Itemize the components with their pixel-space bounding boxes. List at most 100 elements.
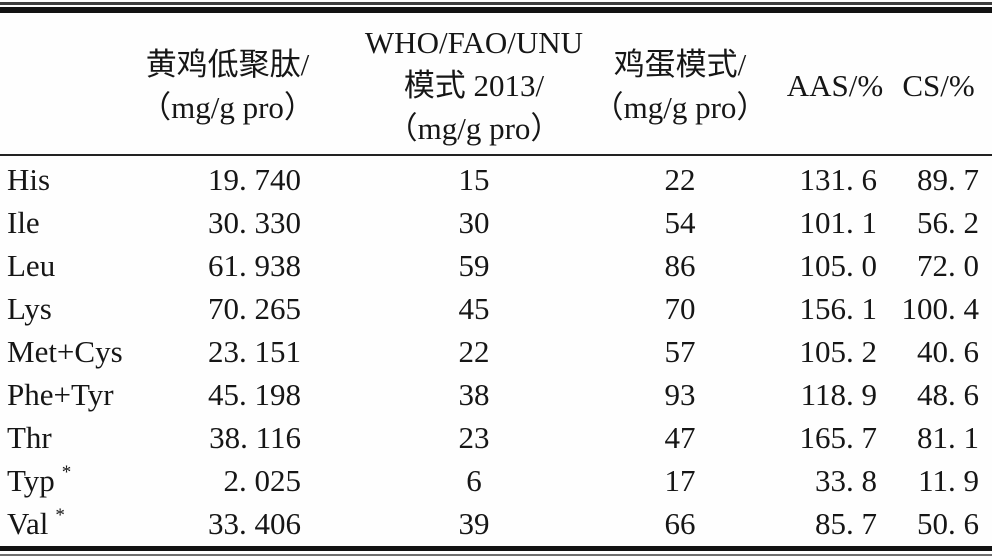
- header-line: WHO/FAO/UNU: [364, 25, 584, 60]
- cell-amino-acid: Leu: [0, 244, 130, 287]
- column-header-who-fao-unu: WHO/FAO/UNU 模式 2013/ （mg/g pro）: [325, 13, 583, 158]
- table-row: Val * 33. 406 39 66 85. 7 50. 6: [0, 502, 992, 545]
- cell-cs: 72. 0: [917, 247, 979, 283]
- who-value: 59: [458, 247, 490, 283]
- cell-peptide: 45. 198: [208, 376, 301, 412]
- cell-who: 6: [325, 459, 575, 502]
- amino-acid-label: Leu: [7, 247, 56, 283]
- cell-amino-acid: Ile: [0, 201, 130, 244]
- cell-who: 22: [325, 330, 575, 373]
- who-value: 23: [458, 419, 490, 455]
- cell-peptide: 33. 406: [208, 505, 301, 541]
- cell-amino-acid: Thr: [0, 416, 130, 459]
- table-row: Met+Cys 23. 151 22 57 105. 2 40. 6: [0, 330, 992, 373]
- cell-who: 15: [325, 158, 575, 201]
- amino-acid-label: Typ: [7, 462, 55, 498]
- cell-amino-acid: Met+Cys: [0, 330, 130, 373]
- amino-acid-label: Val: [7, 505, 49, 541]
- who-value: 45: [458, 290, 490, 326]
- top-rule-thin: [0, 2, 992, 5]
- column-header-peptide: 黄鸡低聚肽/ （mg/g pro）: [130, 13, 325, 158]
- footnote-asterisk: *: [61, 461, 72, 483]
- cell-who: 38: [325, 373, 575, 416]
- who-value: 30: [458, 204, 490, 240]
- column-header-egg-pattern: 鸡蛋模式/ （mg/g pro）: [575, 13, 785, 158]
- who-value: 15: [458, 161, 490, 197]
- header-lines: WHO/FAO/UNU 模式 2013/ （mg/g pro）: [349, 21, 599, 150]
- cell-aas: 165. 7: [799, 419, 878, 455]
- cell-who: 30: [325, 201, 575, 244]
- table-row: His 19. 740 15 22 131. 6 89. 7: [0, 158, 992, 201]
- bottom-rule-thick: [0, 546, 992, 551]
- cell-aas: 33. 8: [815, 462, 877, 498]
- header-line: 黄鸡低聚肽/: [145, 46, 310, 82]
- cell-aas: 131. 6: [799, 161, 878, 197]
- cell-cs: 89. 7: [917, 161, 979, 197]
- header-lines: 鸡蛋模式/ （mg/g pro）: [575, 43, 785, 129]
- header-line: （mg/g pro）: [592, 89, 768, 125]
- cell-aas: 118. 9: [800, 376, 877, 412]
- table-row: Typ * 2. 025 6 17 33. 8 11. 9: [0, 459, 992, 502]
- cell-peptide: 19. 740: [208, 161, 301, 197]
- amino-acid-label: Thr: [7, 419, 52, 455]
- cell-egg: 86: [664, 247, 696, 283]
- cell-peptide: 23. 151: [208, 333, 301, 369]
- cell-aas: 105. 0: [799, 247, 878, 283]
- cell-amino-acid: Typ *: [0, 459, 130, 502]
- amino-acid-label: His: [7, 161, 51, 197]
- cell-aas: 105. 2: [799, 333, 878, 369]
- cell-peptide: 2. 025: [223, 462, 302, 498]
- cell-who: 23: [325, 416, 575, 459]
- amino-acid-label: Ile: [7, 204, 40, 240]
- cell-amino-acid: Phe+Tyr: [0, 373, 130, 416]
- table-row: Phe+Tyr 45. 198 38 93 118. 9 48. 6: [0, 373, 992, 416]
- header-line: 模式 2013/: [403, 68, 545, 103]
- cell-cs: 11. 9: [918, 462, 979, 498]
- cell-aas: 101. 1: [799, 204, 878, 240]
- cell-cs: 40. 6: [917, 333, 979, 369]
- cell-amino-acid: Lys: [0, 287, 130, 330]
- cell-peptide: 38. 116: [209, 419, 301, 455]
- header-line: 鸡蛋模式/: [613, 46, 747, 82]
- cell-peptide: 70. 265: [208, 290, 301, 326]
- column-header-cs: CS/%: [885, 13, 992, 158]
- cell-who: 39: [325, 502, 575, 545]
- who-value: 38: [458, 376, 490, 412]
- cell-egg: 66: [664, 505, 696, 541]
- cell-egg: 93: [664, 376, 696, 412]
- top-rule-thick: [0, 7, 992, 13]
- table-row: Thr 38. 116 23 47 165. 7 81. 1: [0, 416, 992, 459]
- who-value: 22: [458, 333, 490, 369]
- amino-acid-composition-table: 黄鸡低聚肽/ （mg/g pro） WHO/FAO/UNU 模式 2013/ （…: [0, 13, 992, 545]
- who-value: 39: [458, 505, 490, 541]
- header-rule: [0, 154, 992, 156]
- amino-acid-label: Lys: [7, 290, 52, 326]
- footnote-asterisk: *: [55, 504, 65, 526]
- cell-egg: 57: [664, 333, 696, 369]
- table-header: 黄鸡低聚肽/ （mg/g pro） WHO/FAO/UNU 模式 2013/ （…: [0, 13, 992, 158]
- cell-cs: 50. 6: [917, 505, 979, 541]
- cell-egg: 47: [664, 419, 696, 455]
- cell-amino-acid: His: [0, 158, 130, 201]
- cell-cs: 100. 4: [901, 290, 980, 326]
- cell-cs: 48. 6: [917, 376, 979, 412]
- who-value: 6: [466, 462, 482, 498]
- cell-peptide: 61. 938: [208, 247, 301, 283]
- header-line: AAS/%: [786, 68, 884, 103]
- cell-peptide: 30. 330: [208, 204, 301, 240]
- header-lines: 黄鸡低聚肽/ （mg/g pro）: [130, 43, 325, 129]
- cell-cs: 56. 2: [917, 204, 979, 240]
- amino-acid-label: Met+Cys: [7, 333, 123, 369]
- cell-who: 59: [325, 244, 575, 287]
- cell-aas: 85. 7: [815, 505, 877, 541]
- cell-egg: 54: [664, 204, 696, 240]
- header-row: 黄鸡低聚肽/ （mg/g pro） WHO/FAO/UNU 模式 2013/ （…: [0, 13, 992, 158]
- table-row: Ile 30. 330 30 54 101. 1 56. 2: [0, 201, 992, 244]
- table-body: His 19. 740 15 22 131. 6 89. 7 Ile 30. 3…: [0, 158, 992, 545]
- cell-aas: 156. 1: [799, 290, 878, 326]
- column-header-amino-acid: [0, 13, 130, 158]
- header-line: CS/%: [902, 68, 975, 103]
- column-header-aas: AAS/%: [785, 13, 885, 158]
- header-line: （mg/g pro）: [386, 111, 562, 146]
